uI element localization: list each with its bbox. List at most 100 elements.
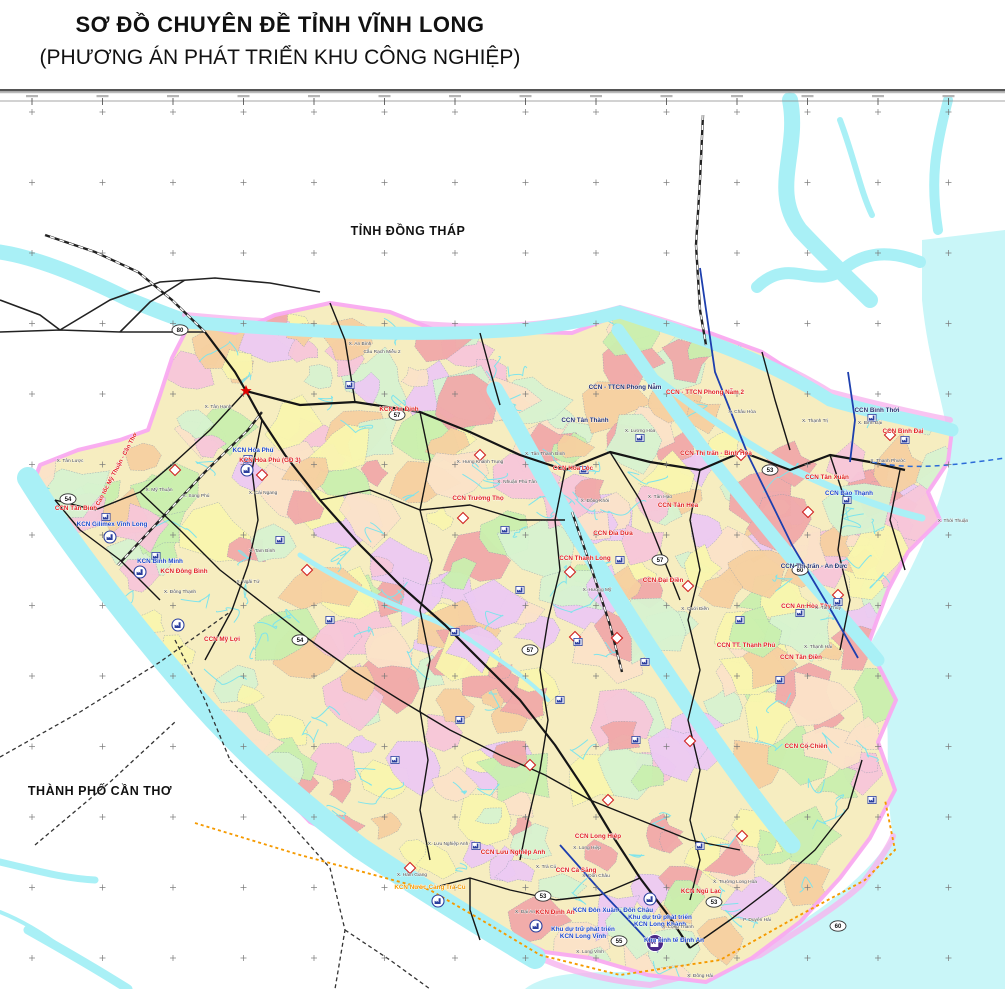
canal (718, 885, 739, 907)
svg-text:54: 54 (65, 497, 72, 503)
commune-patch (329, 778, 352, 804)
zone-label: CCN An Hòa Tây (781, 603, 831, 610)
graticule-cross (945, 320, 952, 327)
graticule-cross (99, 743, 106, 750)
page-subtitle: (PHƯƠNG ÁN PHÁT TRIỂN KHU CÔNG NGHIỆP) (39, 46, 521, 69)
zone-label: KCN Bình Minh (137, 558, 183, 565)
graticule-cross (381, 673, 388, 679)
svg-text:54: 54 (297, 638, 304, 644)
zone-label: CCN Trường Thọ (452, 495, 504, 502)
route-shield: 57 (388, 409, 406, 421)
map-header: SƠ ĐỒ CHUYÊN ĐỀ TỈNH VĨNH LONG (PHƯƠNG Á… (0, 0, 560, 70)
graticule-cross (99, 391, 106, 397)
graticule-cross (663, 250, 670, 256)
ruler-tick (519, 95, 532, 105)
ruler-tick (590, 95, 602, 105)
factory-icon (900, 436, 910, 444)
graticule-cross (452, 391, 458, 397)
graticule-cross (381, 109, 388, 115)
graticule-cross (663, 743, 670, 750)
graticule-cross (170, 391, 176, 397)
canal (402, 491, 419, 502)
graticule-cross (381, 814, 388, 820)
provincial-road-shield (683, 734, 697, 748)
commune-patch (742, 644, 799, 690)
graticule-cross (381, 179, 388, 186)
commune-patch (123, 442, 162, 471)
graticule-cross (29, 250, 35, 256)
zone-label: CCN Tân Thành (561, 417, 608, 424)
commune-patch (221, 349, 253, 381)
commune-patch (434, 373, 498, 431)
canal (484, 691, 500, 711)
graticule-cross (945, 673, 952, 679)
ruler-tick (801, 95, 814, 105)
graticule-cross (734, 179, 740, 186)
zone-label: KCN Ngũ Lạc (681, 888, 722, 895)
graticule-cross (593, 320, 599, 327)
commune-patch (757, 829, 777, 855)
canal (249, 632, 269, 660)
graticule-cross (804, 391, 811, 397)
graticule-cross (945, 814, 952, 820)
provincial-road-shield (456, 511, 470, 525)
graticule-cross (99, 109, 106, 115)
factory-icon (573, 638, 583, 646)
canal (310, 705, 341, 727)
commune-patch (574, 477, 605, 503)
graticule-cross (452, 109, 458, 115)
canal (821, 732, 840, 754)
graticule-cross (170, 250, 176, 256)
commune-patch (630, 764, 665, 792)
svg-text:60: 60 (835, 924, 842, 930)
provincial-road-shield (735, 829, 749, 843)
commune-label: X. Đông Thạnh (164, 589, 197, 595)
neighbor-province-label: TỈNH ĐỒNG THÁP (351, 223, 466, 238)
graticule-cross (875, 461, 881, 468)
commune-label: X. Tân Lược (57, 458, 84, 464)
graticule-cross (663, 673, 670, 679)
graticule-cross (663, 532, 670, 538)
graticule-cross (804, 461, 811, 468)
graticule-cross (99, 955, 106, 961)
commune-label: X. Trường Long Hòa (713, 879, 757, 885)
commune-patch (801, 725, 863, 771)
canal (406, 648, 430, 680)
graticule-cross (381, 955, 388, 961)
graticule-cross (945, 602, 952, 609)
graticule-cross (593, 109, 599, 115)
graticule-cross (29, 814, 35, 820)
road-network (54, 302, 906, 949)
graticule-cross (240, 743, 247, 750)
provincial-road-shield (523, 758, 537, 772)
canal (317, 395, 334, 411)
graticule-cross (522, 461, 529, 468)
graticule-cross (381, 602, 388, 609)
graticule-cross (381, 743, 388, 750)
commune-label: X. Hương Mỹ (583, 587, 612, 593)
route-shield: 60 (829, 920, 847, 932)
ruler-tick (26, 95, 38, 105)
provincial-road-shield (563, 565, 577, 579)
graticule-grid (29, 109, 952, 961)
canal (153, 519, 197, 538)
graticule-cross (734, 391, 740, 397)
graticule-cross (240, 532, 247, 538)
economic-zone-boundary (194, 799, 897, 976)
canal (627, 471, 669, 485)
factory-icon (867, 796, 877, 804)
svg-text:57: 57 (657, 558, 664, 564)
commune-label: X. Đông Hải (687, 973, 713, 979)
commune-patch (431, 766, 479, 802)
commune-patch (435, 688, 475, 722)
graticule-cross (875, 179, 881, 186)
zone-label: CCN Tân Bình (55, 505, 97, 512)
commune-patch (647, 726, 713, 783)
route-shield: 53 (534, 890, 552, 902)
city-star-icon (240, 385, 252, 396)
canal (628, 853, 645, 858)
graticule-cross (452, 814, 458, 820)
graticule-cross (663, 179, 670, 186)
graticule-cross (311, 884, 317, 891)
provincial-road-shield (801, 505, 815, 519)
